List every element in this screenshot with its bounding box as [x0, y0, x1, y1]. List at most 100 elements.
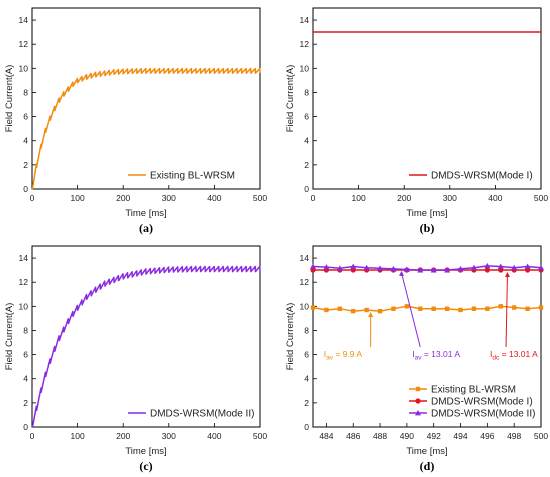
annotation-arrowhead: [368, 311, 374, 317]
series-1: [31, 67, 261, 190]
annotation-arrow: [401, 272, 421, 348]
y-tick-label: 2: [304, 160, 309, 170]
y-tick-label: 0: [304, 422, 309, 432]
data-point-5: [377, 265, 384, 271]
x-tick-label: 498: [507, 431, 521, 441]
plot-frame: [312, 7, 542, 190]
y-tick-label: 10: [19, 63, 29, 73]
y-axis-label: Field Current(A): [285, 303, 296, 371]
y-axis-label: Field Current(A): [285, 65, 296, 133]
data-point-6: [391, 306, 396, 311]
y-tick-label: 10: [300, 63, 310, 73]
series-1: [31, 265, 261, 428]
data-point-6: [390, 265, 397, 272]
y-tick-label: 0: [23, 422, 28, 432]
panel-label: (d): [420, 459, 435, 473]
y-tick-label: 12: [300, 277, 310, 287]
x-tick-label: 500: [253, 431, 267, 441]
chart-panel-a: 0 100 200 300 400 500 0 2 4 6 8 10 12 14 Time [ms] Fiel…: [4, 7, 267, 235]
x-tick-label: 492: [427, 431, 441, 441]
y-tick-label: 6: [23, 350, 28, 360]
x-axis-label: Time [ms]: [406, 208, 447, 219]
chart-panel-c: 0 100 200 300 400 500 0 2 4 6 8 10 12 14 Time [ms] Fiel…: [4, 245, 267, 473]
x-tick-label: 500: [534, 193, 548, 203]
y-tick-label: 8: [23, 325, 28, 335]
x-tick-label: 400: [207, 193, 221, 203]
x-tick-label: 494: [453, 431, 467, 441]
data-point-10: [444, 267, 451, 273]
y-axis-label: Field Current(A): [4, 65, 15, 133]
data-point-9: [430, 267, 437, 273]
x-tick-label: 0: [30, 193, 35, 203]
y-tick-label: 14: [300, 15, 310, 25]
annotation-arrowhead: [399, 270, 405, 276]
x-tick-label: 300: [162, 431, 176, 441]
legend-entry: DMDS-WRSM(Mode I): [431, 397, 533, 408]
y-tick-label: 6: [23, 112, 28, 122]
x-tick-label: 0: [311, 193, 316, 203]
data-point-2: [336, 265, 343, 271]
data-point-14: [498, 304, 503, 309]
y-tick-label: 2: [23, 398, 28, 408]
data-point-11: [458, 307, 463, 313]
x-tick-label: 486: [346, 431, 360, 441]
data-point-17: [538, 305, 544, 310]
y-tick-label: 2: [304, 398, 309, 408]
data-point-8: [418, 306, 423, 311]
y-tick-label: 6: [304, 350, 309, 360]
y-tick-label: 14: [19, 15, 29, 25]
data-point-15: [511, 305, 517, 310]
data-point-13: [484, 267, 490, 273]
y-tick-label: 10: [300, 301, 310, 311]
data-point-4: [364, 307, 369, 313]
x-axis-label: Time [ms]: [406, 446, 447, 457]
data-point-4: [363, 264, 370, 271]
data-point-2: [337, 306, 343, 311]
y-tick-label: 8: [304, 325, 309, 335]
y-tick-label: 8: [23, 87, 28, 97]
y-tick-label: 6: [304, 112, 309, 122]
data-point-17: [538, 264, 544, 271]
y-tick-label: 4: [23, 136, 28, 146]
series-3: [310, 262, 544, 273]
x-tick-label: 400: [207, 431, 221, 441]
data-point-13: [485, 306, 490, 311]
data-point-14: [497, 263, 504, 269]
x-tick-label: 300: [162, 193, 176, 203]
series-1: [310, 304, 544, 314]
annotation-label: Idc = 13.01 A: [490, 349, 538, 362]
data-point-13: [484, 262, 491, 269]
y-tick-label: 14: [19, 253, 29, 263]
y-tick-label: 2: [23, 160, 28, 170]
x-tick-label: 100: [352, 193, 366, 203]
y-tick-label: 0: [304, 184, 309, 194]
x-tick-label: 500: [253, 193, 267, 203]
plot-frame: [31, 245, 261, 428]
y-tick-label: 10: [19, 301, 29, 311]
data-point-1: [324, 307, 329, 313]
y-tick-label: 12: [19, 277, 29, 287]
x-tick-label: 484: [319, 431, 333, 441]
x-axis-label: Time [ms]: [125, 208, 166, 219]
x-tick-label: 400: [488, 193, 502, 203]
data-point-7: [404, 304, 410, 309]
x-axis-label: Time [ms]: [125, 446, 166, 457]
data-point-10: [444, 306, 450, 311]
series-line: [31, 67, 261, 190]
x-tick-label: 200: [116, 193, 130, 203]
x-tick-label: 300: [443, 193, 457, 203]
annotation-label: Iav = 9.9 A: [324, 349, 363, 362]
chart-panel-b: 0 100 200 300 400 500 0 2 4 6 8 10 12 14 Time [ms] Fiel…: [285, 7, 548, 235]
legend-entry: DMDS-WRSM(Mode II): [431, 409, 535, 420]
x-tick-label: 200: [397, 193, 411, 203]
series-line: [31, 265, 261, 428]
y-axis-label: Field Current(A): [4, 303, 15, 371]
data-point-3: [350, 263, 357, 269]
data-point-11: [457, 265, 464, 272]
annotation-label: Iav = 13.01 A: [412, 349, 460, 362]
y-tick-label: 4: [304, 374, 309, 384]
x-tick-label: 200: [116, 431, 130, 441]
x-tick-label: 100: [71, 431, 85, 441]
data-point-0: [310, 305, 316, 310]
x-tick-label: 500: [534, 431, 548, 441]
